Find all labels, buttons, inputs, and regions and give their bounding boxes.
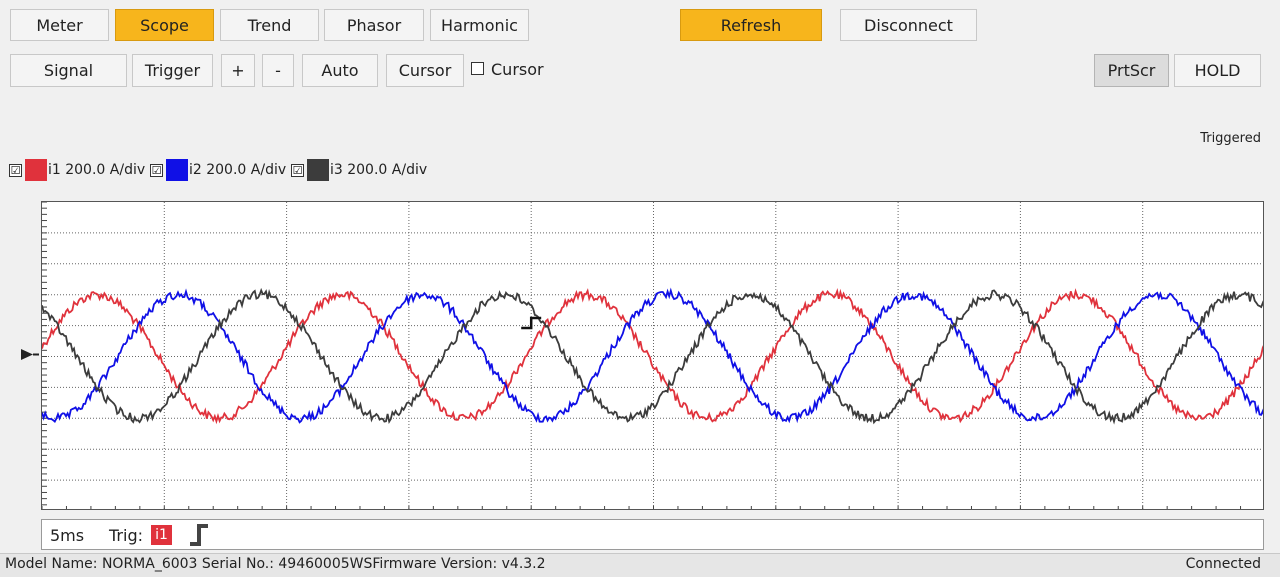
signal-button[interactable]: Signal [10, 54, 127, 87]
refresh-button[interactable]: Refresh [680, 9, 822, 41]
connection-status: Connected [1185, 556, 1261, 572]
rising-edge-icon[interactable] [188, 523, 210, 547]
trigger-point-marker [521, 316, 542, 330]
i3-visibility-checkbox[interactable]: ☑ [291, 164, 304, 177]
phasor-tab-button[interactable]: Phasor [324, 9, 424, 41]
trace-i1 [42, 288, 1263, 425]
scope-tab-button[interactable]: Scope [115, 9, 214, 41]
trig-label: Trig: [109, 526, 143, 545]
cursor-checkbox-label: Cursor [491, 60, 544, 79]
i3-channel-label: i3 200.0 A/div [330, 162, 428, 178]
scope-footer: 5ms Trig: i1 [41, 519, 1264, 550]
i1-color-swatch[interactable] [25, 159, 47, 181]
timebase-label: 5ms [50, 526, 85, 545]
cursor-checkbox[interactable] [471, 62, 484, 75]
i2-color-swatch[interactable] [166, 159, 188, 181]
triggered-status: Triggered [1200, 131, 1261, 146]
meter-tab-button[interactable]: Meter [10, 9, 109, 41]
trace-i3 [42, 287, 1263, 425]
i3-color-swatch[interactable] [307, 159, 329, 181]
i2-channel-label: i2 200.0 A/div [189, 162, 287, 178]
trig-channel-badge[interactable]: i1 [151, 525, 172, 545]
trend-tab-button[interactable]: Trend [220, 9, 319, 41]
harmonic-tab-button[interactable]: Harmonic [430, 9, 529, 41]
zoom-in-button[interactable]: + [221, 54, 255, 87]
status-bar: Model Name: NORMA_6003 Serial No.: 49460… [0, 553, 1280, 577]
zoom-out-button[interactable]: - [262, 54, 294, 87]
ground-marker-icon [21, 349, 39, 360]
i1-visibility-checkbox[interactable]: ☑ [9, 164, 22, 177]
disconnect-button[interactable]: Disconnect [840, 9, 977, 41]
hold-button[interactable]: HOLD [1174, 54, 1261, 87]
i1-channel-label: i1 200.0 A/div [48, 162, 146, 178]
auto-button[interactable]: Auto [302, 54, 378, 87]
device-info: Model Name: NORMA_6003 Serial No.: 49460… [5, 556, 546, 572]
trigger-button[interactable]: Trigger [132, 54, 213, 87]
trace-i2 [42, 287, 1263, 424]
cursor-button[interactable]: Cursor [386, 54, 464, 87]
prtscr-button[interactable]: PrtScr [1094, 54, 1169, 87]
i2-visibility-checkbox[interactable]: ☑ [150, 164, 163, 177]
scope-plot[interactable] [41, 201, 1264, 510]
